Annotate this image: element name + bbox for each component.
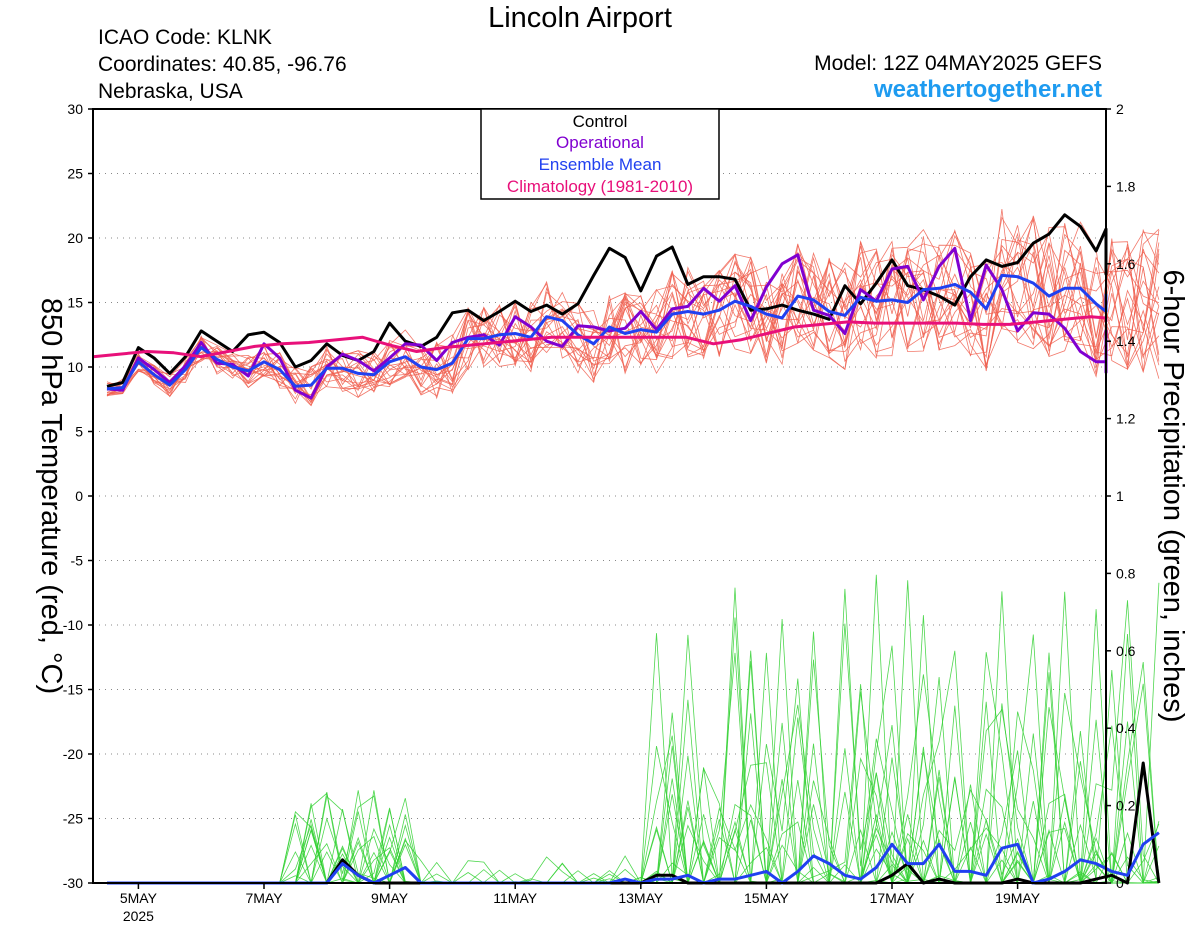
y-left-tick-label: 20 — [67, 230, 83, 246]
grid-lines — [93, 108, 1106, 884]
member-precipitation-line — [107, 633, 1160, 885]
member-temperature-line — [106, 208, 1160, 392]
y-right-tick-label: 0.4 — [1116, 720, 1136, 736]
member-precipitation-line — [107, 587, 1160, 885]
y-left-tick-label: -10 — [63, 617, 83, 633]
legend: Control Operational Ensemble Mean Climat… — [480, 108, 720, 200]
y-left-tick-label: -25 — [63, 811, 83, 827]
y-right-tick-label: 1 — [1116, 488, 1124, 504]
location: Nebraska, USA — [98, 80, 243, 103]
member-precipitation-line — [107, 574, 1159, 885]
member-precipitation-line — [107, 631, 1159, 885]
y-right-axis-label: 6-hour Precipitation (green, inches) — [1157, 270, 1189, 723]
y-right-tick-label: 0 — [1116, 875, 1124, 891]
x-tick-label: 11MAY — [493, 890, 537, 906]
page-title: Lincoln Airport — [488, 2, 672, 34]
x-tick-label: 17MAY — [870, 890, 916, 906]
x-tick-label: 19MAY — [995, 890, 1041, 906]
ensemble-members — [106, 208, 1160, 885]
member-precipitation-line — [107, 600, 1160, 884]
precipitation-line-control — [107, 761, 1161, 885]
member-precipitation-line — [107, 691, 1159, 885]
site-link[interactable]: weathertogether.net — [873, 76, 1102, 103]
series-lines — [92, 213, 1161, 885]
y-right-tick-label: 0.6 — [1116, 643, 1136, 659]
y-right-tick-label: 0.8 — [1116, 565, 1136, 581]
y-right-tick-label: 1.2 — [1116, 411, 1136, 427]
member-precipitation-line — [107, 588, 1159, 885]
icao-code: ICAO Code: KLNK — [98, 26, 272, 49]
legend-climatology: Climatology (1981-2010) — [507, 177, 693, 196]
y-left-tick-label: 5 — [75, 424, 83, 440]
y-left-tick-label: -20 — [63, 746, 83, 762]
member-temperature-line — [106, 226, 1160, 402]
x-tick-label: 13MAY — [618, 890, 664, 906]
y-left-tick-label: 15 — [67, 295, 83, 311]
legend-box — [480, 108, 720, 200]
member-temperature-line — [106, 216, 1160, 403]
coordinates: Coordinates: 40.85, -96.76 — [98, 53, 347, 76]
temperature-line-ensemble-mean — [106, 273, 1108, 391]
y-right-tick-label: 0.2 — [1116, 798, 1136, 814]
x-year-label: 2025 — [123, 908, 154, 924]
y-left-axis-label: 850 hPa Temperature (red, °C) — [35, 298, 67, 694]
temperature-line-operational — [106, 246, 1108, 400]
member-precipitation-line — [107, 582, 1160, 885]
member-precipitation-line — [107, 743, 1160, 884]
axes: -30-25-20-15-10-505101520253000.20.40.60… — [63, 101, 1136, 924]
y-right-tick-label: 1.8 — [1116, 178, 1136, 194]
member-precipitation-line — [107, 580, 1160, 885]
y-left-tick-label: -5 — [71, 553, 84, 569]
member-temperature-line — [106, 248, 1160, 401]
x-tick-label: 7MAY — [245, 890, 283, 906]
legend-control: Control — [573, 112, 628, 131]
model-label: Model: 12Z 04MAY2025 GEFS — [814, 52, 1102, 75]
member-temperature-line — [106, 240, 1160, 397]
temperature-line-climatology-1981-2010 — [92, 315, 1108, 359]
x-tick-label: 5MAY — [120, 890, 158, 906]
legend-operational: Operational — [556, 133, 644, 152]
y-left-tick-label: -30 — [63, 875, 83, 891]
plot-frame — [92, 108, 1107, 884]
y-right-tick-label: 1.6 — [1116, 256, 1136, 272]
member-precipitation-line — [107, 757, 1159, 885]
member-temperature-line — [106, 244, 1160, 401]
y-right-tick-label: 2 — [1116, 101, 1124, 117]
y-left-tick-label: 25 — [67, 166, 83, 182]
x-tick-label: 9MAY — [371, 890, 409, 906]
y-left-tick-label: 30 — [67, 101, 83, 117]
y-right-tick-label: 1.4 — [1116, 333, 1136, 349]
x-tick-label: 15MAY — [744, 890, 790, 906]
member-precipitation-line — [107, 634, 1159, 885]
y-left-tick-label: -15 — [63, 682, 83, 698]
legend-ensemble-mean: Ensemble Mean — [539, 155, 662, 174]
y-left-tick-label: 10 — [67, 359, 83, 375]
member-precipitation-line — [107, 591, 1159, 884]
y-left-tick-label: 0 — [75, 488, 83, 504]
